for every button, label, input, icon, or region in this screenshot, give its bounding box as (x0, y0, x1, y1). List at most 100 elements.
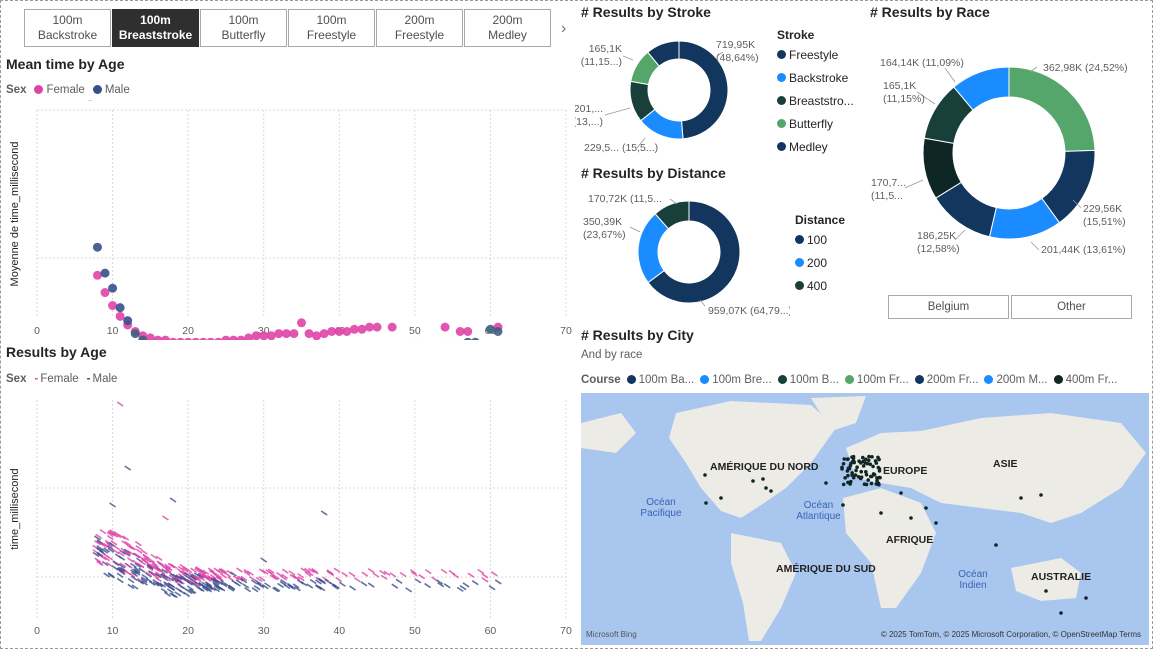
chevron-right-icon[interactable]: › (561, 20, 567, 37)
male-result-mark (436, 579, 444, 585)
stroke-legend-breaststroke[interactable]: Breaststro... (777, 89, 854, 112)
female-mean-point (365, 322, 375, 332)
male-mean-point (463, 337, 472, 340)
male-result-mark (273, 586, 281, 592)
male-mean-point (108, 283, 118, 293)
female-result-mark (383, 570, 391, 576)
male-result-mark (188, 588, 195, 595)
female-result-mark (195, 577, 202, 583)
donut-data-label: (11,15%) (883, 93, 925, 105)
male-result-mark (103, 572, 111, 578)
female-mean-point (214, 337, 223, 340)
course-legend-item[interactable]: 200m Fr... (914, 374, 978, 386)
stroke-legend-medley[interactable]: Medley (777, 135, 854, 158)
stroke-legend: Stroke Freestyle Backstroke Breaststro..… (777, 27, 854, 158)
male-result-mark (318, 585, 326, 592)
tab-100m-backstroke[interactable]: 100m Backstroke (24, 9, 111, 47)
city-dot (871, 464, 875, 469)
legend-item-female[interactable]: Female (34, 84, 85, 96)
course-legend-item[interactable]: 200m M... (984, 374, 1048, 386)
belgium-button[interactable]: Belgium (888, 295, 1009, 319)
female-result-mark (122, 535, 130, 541)
male-mean-point (493, 326, 503, 336)
stroke-legend-freestyle[interactable]: Freestyle (777, 43, 854, 66)
outlier-result-mark (162, 515, 169, 521)
female-result-mark (389, 572, 397, 578)
course-dot-icon (1053, 375, 1063, 384)
map-attribution[interactable]: © 2025 TomTom, © 2025 Microsoft Corporat… (880, 630, 1141, 639)
distance-legend-200[interactable]: 200 (795, 251, 845, 274)
continent-north-america: AMÉRIQUE DU NORD (710, 461, 819, 473)
tab-100m-freestyle[interactable]: 100m Freestyle (288, 9, 375, 47)
male-result-mark (137, 579, 145, 585)
female-result-mark (152, 573, 160, 580)
d200-dot-icon (795, 258, 804, 267)
female-result-mark (167, 562, 175, 569)
female-result-mark (127, 549, 135, 556)
course-legend-item[interactable]: 100m Ba... (626, 374, 694, 386)
female-result-mark (477, 568, 485, 575)
stroke-donut-title: # Results by Stroke (581, 4, 711, 20)
city-dot (850, 455, 854, 459)
male-result-mark (183, 591, 191, 598)
legend-item-male[interactable]: Male (92, 84, 130, 96)
donut-data-label: 170,7... (871, 177, 906, 189)
city-dot (851, 475, 856, 480)
male-mean-point (485, 324, 495, 334)
legend-item-male[interactable]: - Male (86, 373, 118, 385)
breaststroke-dot-icon (777, 96, 786, 105)
male-result-mark (130, 575, 138, 581)
female-mean-point (199, 337, 208, 340)
stroke-legend-backstroke[interactable]: Backstroke (777, 66, 854, 89)
tab-200m-freestyle[interactable]: 200m Freestyle (376, 9, 463, 47)
city-dot (869, 481, 874, 486)
course-legend-item[interactable]: 100m Bre... (700, 374, 772, 386)
course-legend-item[interactable]: 400m Fr... (1053, 374, 1117, 386)
city-dot (850, 459, 855, 464)
course-legend-item[interactable]: 100m B... (777, 374, 839, 386)
other-button[interactable]: Other (1011, 295, 1132, 319)
male-result-mark (167, 576, 175, 582)
female-result-mark (94, 540, 101, 546)
donut-data-label: (23,67%) (583, 229, 626, 241)
male-result-mark (205, 587, 213, 593)
tab-100m-breaststroke[interactable]: 100m Breaststroke (112, 9, 199, 47)
world-map[interactable]: AMÉRIQUE DU NORD EUROPE ASIE AFRIQUE AMÉ… (581, 393, 1149, 645)
female-result-mark (209, 569, 217, 575)
butterfly-dot-icon (777, 119, 786, 128)
female-mean-point (251, 331, 261, 340)
city-dot (866, 458, 871, 463)
female-result-mark (95, 533, 103, 540)
female-result-mark (113, 544, 120, 551)
male-result-mark (264, 582, 272, 588)
female-result-mark (240, 575, 248, 582)
legend-label: Course (581, 374, 621, 386)
city-dot (843, 476, 847, 480)
city-dot (840, 467, 844, 471)
tab-200m-medley[interactable]: 200m Medley (464, 9, 551, 47)
results-chart-title: Results by Age (6, 344, 107, 360)
male-result-mark (244, 587, 252, 593)
city-dot (850, 473, 854, 477)
distance-legend-100[interactable]: 100 (795, 228, 845, 251)
male-result-mark (331, 584, 339, 590)
city-dot (909, 516, 913, 520)
male-result-mark (133, 566, 141, 572)
male-result-mark (101, 560, 109, 567)
freestyle-dot-icon (777, 50, 786, 59)
legend-item-female[interactable]: - Female (34, 373, 79, 385)
male-result-mark (332, 583, 340, 589)
course-legend-item[interactable]: 100m Fr... (844, 374, 909, 386)
female-result-mark (114, 532, 122, 539)
male-result-mark (118, 563, 126, 569)
outlier-result-mark (260, 557, 268, 563)
male-dash-icon: - (86, 373, 91, 385)
city-dot (703, 473, 707, 477)
course-legend: Course 100m Ba... 100m Bre... 100m B... … (581, 374, 1117, 386)
female-result-mark (258, 576, 266, 582)
female-result-mark (399, 571, 407, 578)
stroke-legend-butterfly[interactable]: Butterfly (777, 112, 854, 135)
tab-100m-butterfly[interactable]: 100m Butterfly (200, 9, 287, 47)
distance-legend-400[interactable]: 400 (795, 274, 845, 297)
male-result-mark (152, 581, 160, 587)
